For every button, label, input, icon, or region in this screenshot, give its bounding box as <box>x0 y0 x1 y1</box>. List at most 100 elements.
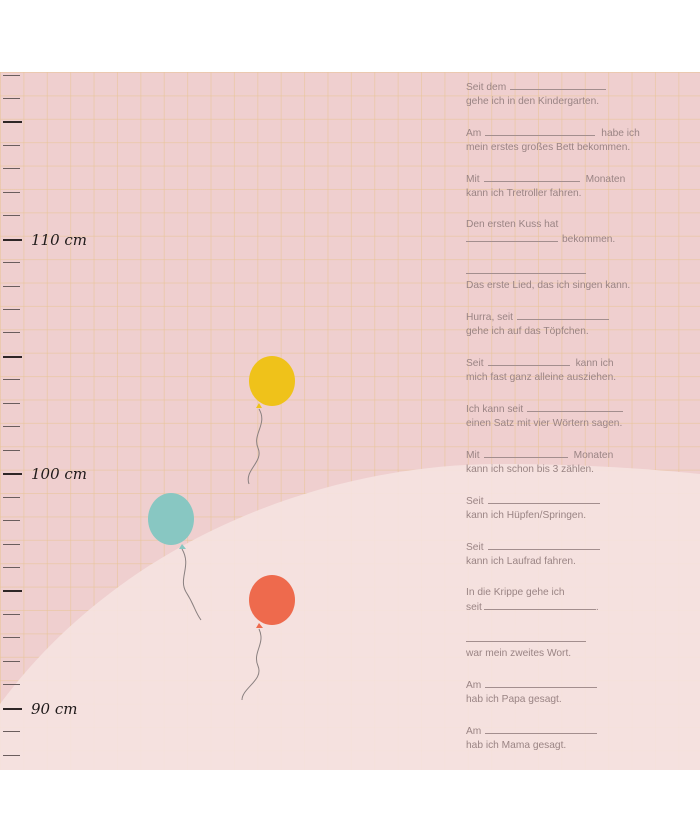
milestone-line-1: Seit dem <box>466 80 691 95</box>
ruler-label-110: 110 cm <box>31 231 88 249</box>
milestone-line-2: mein erstes großes Bett bekommen. <box>466 141 691 155</box>
fill-in-blank[interactable] <box>487 356 570 366</box>
milestone-text: hab ich Mama gesagt. <box>466 740 567 751</box>
milestone-text: mich fast ganz alleine ausziehen. <box>466 372 617 383</box>
milestone-entry: Mit Monaten kann ich Tretroller fahren. <box>466 172 691 201</box>
milestone-prefix: Am <box>466 680 482 691</box>
balloon-string <box>181 548 202 621</box>
milestone-line-2: kann ich schon bis 3 zählen. <box>466 463 691 477</box>
ruler-tick <box>3 98 20 99</box>
fill-in-blank[interactable] <box>466 264 586 274</box>
fill-in-blank[interactable] <box>485 126 596 136</box>
ruler-tick <box>3 262 20 263</box>
ruler-tick <box>3 379 20 380</box>
balloon-knot <box>256 403 262 408</box>
fill-in-blank[interactable] <box>487 540 600 550</box>
fill-in-blank[interactable] <box>483 600 596 610</box>
milestone-text: gehe ich auf das Töpfchen. <box>466 326 589 337</box>
balloon-body <box>249 575 295 625</box>
milestone-entry: Den ersten Kuss hat bekommen. <box>466 218 691 247</box>
milestone-line-2: bekommen. <box>466 232 691 247</box>
milestone-entry: Seit kann ich mich fast ganz alleine auszi… <box>466 356 691 385</box>
milestone-text: seit <box>466 602 482 613</box>
ruler-tick <box>3 473 22 475</box>
fill-in-blank[interactable] <box>485 724 598 734</box>
ruler-tick <box>3 215 20 216</box>
milestone-suffix: Monaten <box>585 174 626 185</box>
milestone-text: kann ich Hüpfen/Springen. <box>466 510 587 521</box>
ruler-tick <box>3 450 20 451</box>
milestone-entry: In die Krippe gehe ich seit. <box>466 586 691 615</box>
milestone-text: Das erste Lied, das ich singen kann. <box>466 280 631 291</box>
milestone-line-1: Mit Monaten <box>466 172 691 187</box>
milestone-line-2: kann ich Laufrad fahren. <box>466 555 691 569</box>
fill-in-blank[interactable] <box>483 172 580 182</box>
ruler-tick <box>3 356 22 358</box>
ruler-tick <box>3 332 20 333</box>
fill-in-blank[interactable] <box>517 310 609 320</box>
balloon-knot <box>179 544 186 549</box>
milestone-line-2: hab ich Mama gesagt. <box>466 739 691 753</box>
milestone-text: einen Satz mit vier Wörtern sagen. <box>466 418 623 429</box>
milestone-prefix: Am <box>466 128 482 139</box>
milestone-prefix: Hurra, seit <box>466 312 513 323</box>
height-ruler: 110 cm 100 cm 90 cm <box>0 72 120 770</box>
milestone-entry: Mit Monaten kann ich schon bis 3 zählen. <box>466 448 691 477</box>
ruler-tick <box>3 75 20 76</box>
milestone-entry: Seit dem gehe ich in den Kindergarten. <box>466 80 691 109</box>
milestone-text: gehe ich in den Kindergarten. <box>466 96 600 107</box>
fill-in-blank[interactable] <box>527 402 624 412</box>
fill-in-blank[interactable] <box>487 494 600 504</box>
balloon-body <box>148 493 194 545</box>
milestone-line-1: Ich kann seit <box>466 402 691 417</box>
milestone-entry: Hurra, seit gehe ich auf das Töpfchen. <box>466 310 691 339</box>
background-hill <box>0 464 700 770</box>
milestone-prefix: Ich kann seit <box>466 404 524 415</box>
milestone-prefix: Mit <box>466 450 480 461</box>
milestone-line-2: mich fast ganz alleine ausziehen. <box>466 371 691 385</box>
balloon-body <box>249 356 295 406</box>
fill-in-blank[interactable] <box>466 232 558 242</box>
yellow-balloon <box>247 356 295 485</box>
milestone-line-2: gehe ich auf das Töpfchen. <box>466 325 691 339</box>
fill-in-blank[interactable] <box>510 80 607 90</box>
milestone-line-2: einen Satz mit vier Wörtern sagen. <box>466 417 691 431</box>
milestone-suffix: kann ich <box>575 358 614 369</box>
fill-in-blank[interactable] <box>485 678 598 688</box>
ruler-tick <box>3 192 20 193</box>
milestone-entry: Ich kann seit einen Satz mit vier Wörtern… <box>466 402 691 431</box>
milestone-line-2: war mein zweites Wort. <box>466 647 691 661</box>
balloon-knot <box>256 623 263 628</box>
milestone-entry: Seit kann ich Hüpfen/Springen. <box>466 494 691 523</box>
ruler-tick <box>3 614 20 615</box>
fill-in-blank[interactable] <box>483 448 568 458</box>
milestone-line-1: Am <box>466 678 691 693</box>
ruler-tick <box>3 239 22 241</box>
milestone-line-1: In die Krippe gehe ich <box>466 586 691 600</box>
milestone-line-1: Hurra, seit <box>466 310 691 325</box>
milestone-prefix: Mit <box>466 174 480 185</box>
ruler-tick <box>3 544 20 545</box>
balloon-string <box>247 408 263 485</box>
fill-in-blank[interactable] <box>466 632 586 642</box>
milestone-text: bekommen. <box>562 234 616 245</box>
milestone-line-2: kann ich Hüpfen/Springen. <box>466 509 691 523</box>
milestone-line-2: hab ich Papa gesagt. <box>466 693 691 707</box>
ruler-tick <box>3 520 20 521</box>
milestone-period: . <box>595 602 599 613</box>
ruler-tick <box>3 121 22 123</box>
ruler-tick <box>3 426 20 427</box>
milestone-text: hab ich Papa gesagt. <box>466 694 562 705</box>
milestone-line-2: Das erste Lied, das ich singen kann. <box>466 279 691 293</box>
milestone-line-1: Den ersten Kuss hat <box>466 218 691 232</box>
milestone-line-1 <box>466 264 691 279</box>
hill-shape <box>0 464 700 770</box>
milestone-text: war mein zweites Wort. <box>466 648 572 659</box>
balloon-string <box>241 628 262 701</box>
ruler-tick <box>3 145 20 146</box>
orange-balloon <box>241 575 295 701</box>
ruler-tick <box>3 309 20 310</box>
milestone-prefix: Den ersten Kuss hat <box>466 219 559 230</box>
ruler-tick <box>3 567 20 568</box>
ruler-tick <box>3 755 20 756</box>
